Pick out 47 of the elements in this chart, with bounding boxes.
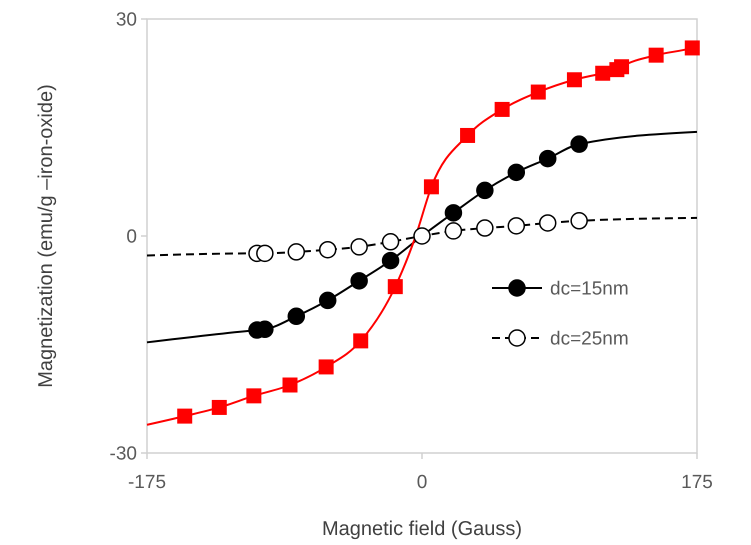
point <box>382 233 400 251</box>
point <box>508 164 526 182</box>
x-axis-title: Magnetic field (Gauss) <box>322 518 522 540</box>
point <box>460 128 476 143</box>
x-tick-label: 0 <box>416 472 428 493</box>
legend-label: dc=25nm <box>550 328 629 350</box>
point <box>353 333 368 348</box>
point <box>424 179 439 194</box>
y-axis-title: Magnetization (emu/g –iron-oxide) <box>35 84 57 388</box>
point <box>570 212 588 230</box>
y-tick-label: 0 <box>126 226 137 248</box>
point <box>476 182 494 200</box>
x-tick-label: 175 <box>681 472 713 493</box>
point <box>494 102 510 117</box>
point <box>350 238 368 256</box>
point <box>288 243 306 261</box>
point <box>476 219 494 237</box>
point <box>318 359 334 374</box>
point <box>282 378 298 393</box>
point <box>508 217 526 235</box>
point <box>382 252 400 270</box>
point <box>177 408 192 424</box>
point <box>570 135 588 153</box>
point <box>595 66 610 81</box>
point <box>350 272 368 290</box>
y-tick-label: -30 <box>110 444 137 465</box>
point <box>246 388 262 404</box>
point <box>566 72 582 88</box>
point <box>413 227 431 245</box>
point <box>388 279 403 294</box>
point <box>444 204 462 222</box>
line-series <box>146 130 698 344</box>
point <box>212 400 227 415</box>
point <box>538 214 556 232</box>
x-tick-label: -175 <box>128 472 166 493</box>
point <box>648 48 664 63</box>
point <box>256 244 274 262</box>
point <box>530 84 546 100</box>
legend-label: dc=15nm <box>550 278 629 300</box>
y-tick-label: 30 <box>116 10 137 31</box>
point <box>614 59 630 74</box>
point <box>684 40 700 56</box>
point <box>444 222 462 240</box>
point <box>318 240 336 258</box>
point <box>288 308 306 326</box>
point <box>538 150 556 168</box>
point <box>318 292 336 310</box>
